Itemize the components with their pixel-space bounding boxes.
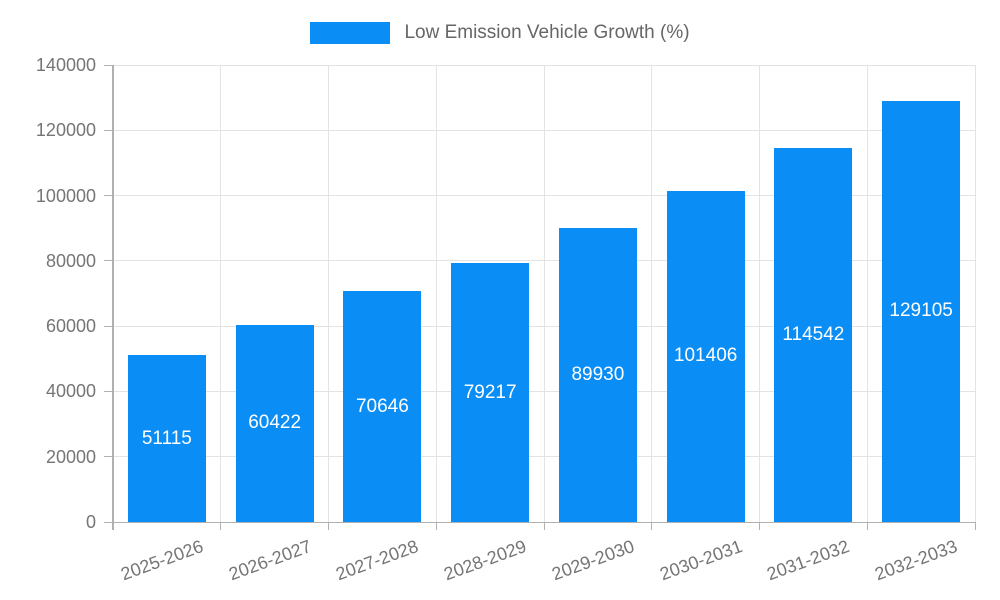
bar-value-label: 114542: [782, 324, 845, 346]
y-tick-label: 140000: [35, 55, 96, 75]
bar-value-label: 51115: [141, 427, 192, 449]
y-tick-label: 100000: [35, 185, 96, 206]
v-gridline: [651, 65, 653, 522]
x-tick-label: 2025-2026: [117, 536, 206, 585]
x-tick-mark: [866, 522, 868, 530]
x-tick-mark: [435, 522, 437, 530]
y-tick-label: 40000: [45, 381, 96, 402]
y-tick-label: 80000: [45, 250, 96, 271]
bar-value-label: 70646: [355, 395, 409, 417]
v-gridline: [543, 65, 545, 522]
bar-2032-2033: 129105: [882, 100, 961, 522]
legend-label: Low Emission Vehicle Growth (%): [404, 22, 690, 43]
y-tick-mark: [104, 390, 113, 392]
x-tick-label: 2032-2033: [872, 536, 960, 585]
x-tick-mark: [974, 522, 976, 530]
y-tick-mark: [104, 195, 113, 197]
legend-swatch: [310, 22, 391, 44]
x-tick-label: 2028-2029: [441, 536, 529, 585]
bar-2027-2028: 70646: [343, 291, 422, 522]
v-gridline: [974, 65, 976, 522]
bar-value-label: 79217: [463, 381, 517, 403]
y-tick-mark: [104, 260, 113, 262]
bar-2028-2029: 79217: [451, 263, 530, 522]
y-axis-line: [112, 65, 114, 530]
bar-value-label: 89930: [571, 364, 625, 386]
y-tick-mark: [104, 64, 113, 66]
bar-value-label: 129105: [889, 300, 953, 322]
v-gridline: [220, 65, 222, 522]
v-gridline: [866, 65, 868, 522]
bar-2025-2026: 51115: [127, 355, 206, 522]
y-tick-label: 60000: [45, 316, 96, 337]
x-tick-label: 2027-2028: [333, 536, 422, 585]
x-tick-mark: [328, 522, 329, 530]
y-tick-mark: [104, 325, 113, 327]
x-tick-label: 2029-2030: [548, 536, 637, 585]
y-tick-mark: [104, 456, 113, 458]
y-tick-label: 0: [85, 512, 96, 532]
y-tick-label: 120000: [35, 120, 96, 141]
y-tick-mark: [104, 129, 113, 131]
y-tick-label: 20000: [45, 446, 96, 467]
bar-2029-2030: 89930: [558, 228, 637, 522]
x-tick-label: 2030-2031: [656, 536, 745, 585]
x-tick-mark: [651, 522, 653, 530]
x-tick-label: 2026-2027: [225, 536, 314, 585]
bar-2030-2031: 101406: [666, 190, 745, 522]
bar-value-label: 60422: [248, 412, 302, 434]
v-gridline: [435, 65, 437, 522]
x-tick-label: 2031-2032: [764, 536, 853, 585]
v-gridline: [759, 65, 760, 522]
x-tick-mark: [759, 522, 760, 530]
bar-2026-2027: 60422: [235, 324, 314, 522]
bar-value-label: 101406: [673, 345, 738, 367]
chart-legend: Low Emission Vehicle Growth (%): [0, 18, 1000, 48]
bar-2031-2032: 114542: [774, 148, 853, 522]
x-tick-mark: [543, 522, 545, 530]
x-tick-mark: [220, 522, 222, 530]
v-gridline: [328, 65, 329, 522]
x-axis-line: [104, 521, 975, 523]
